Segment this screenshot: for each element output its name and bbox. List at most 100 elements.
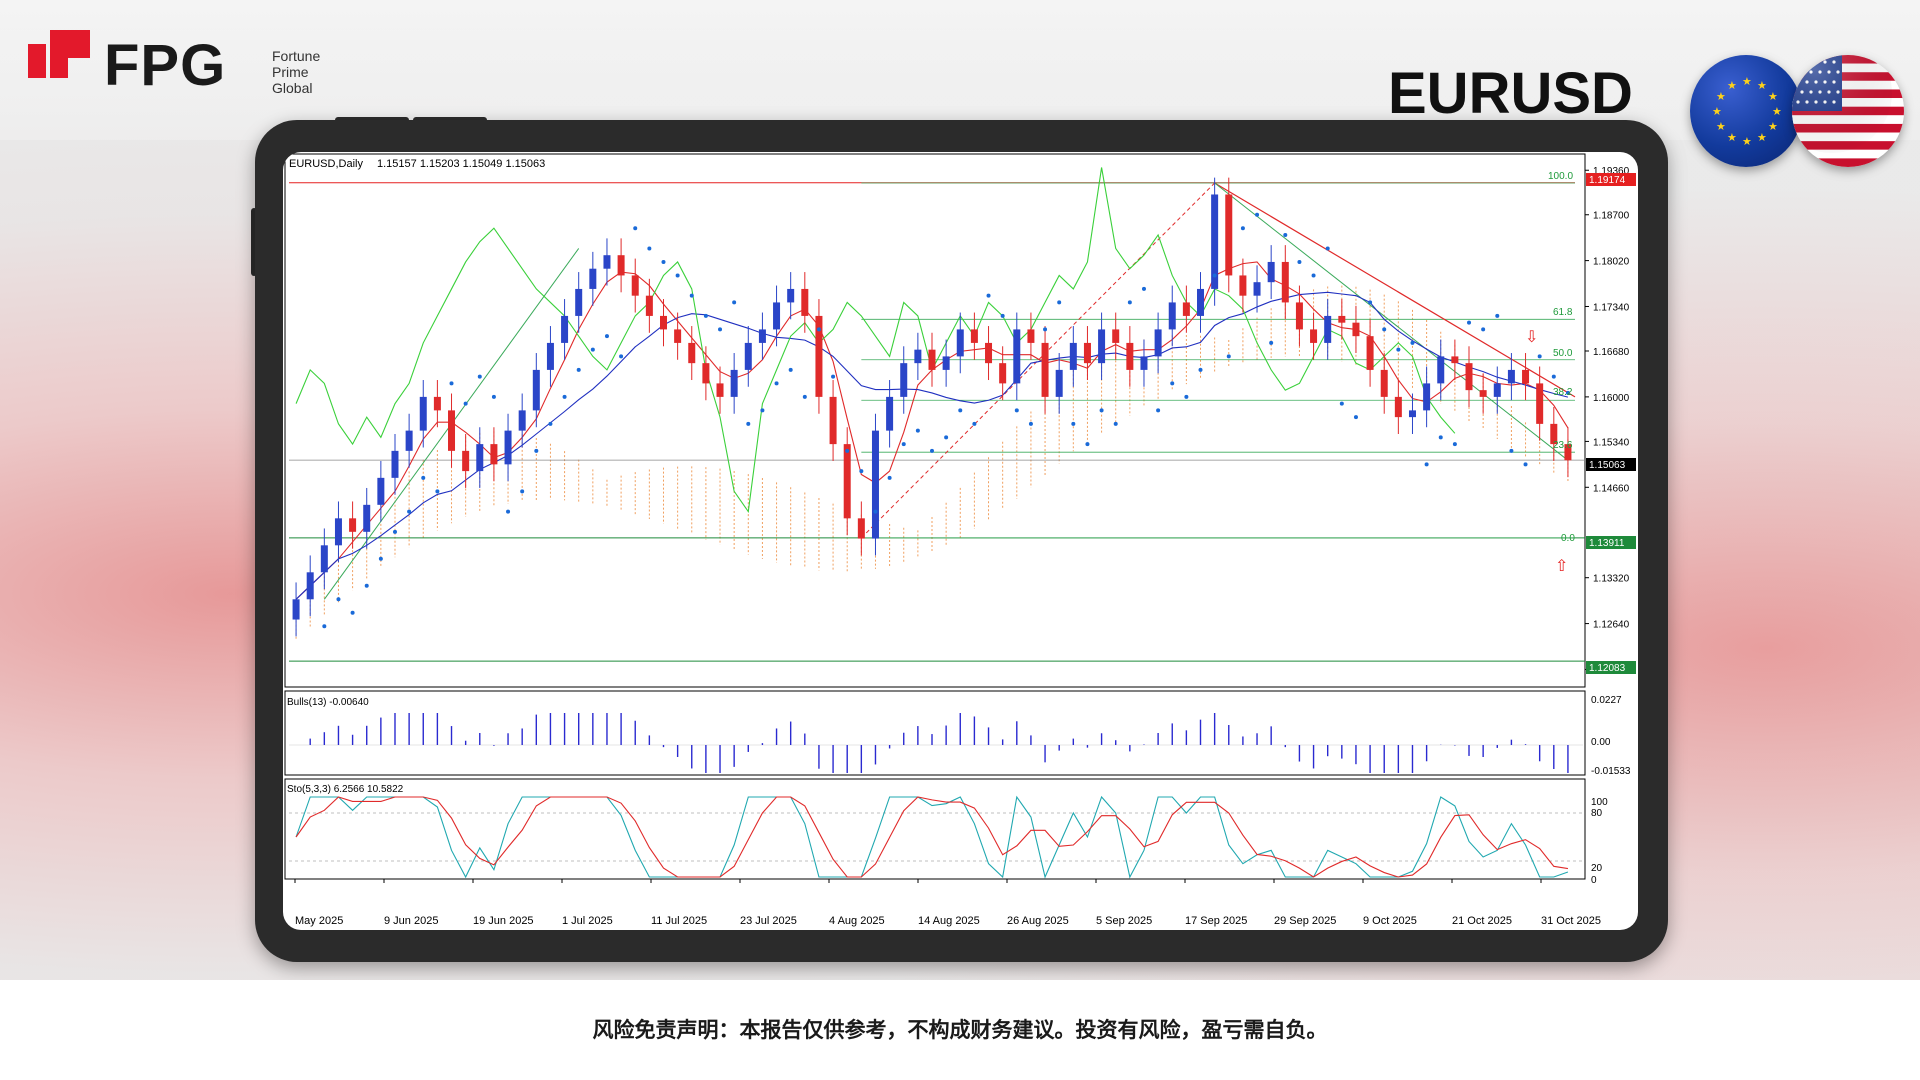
time-tick-label: 5 Sep 2025	[1096, 915, 1152, 927]
time-tick-label: 1 Jul 2025	[562, 915, 613, 927]
sar-dot	[859, 469, 864, 474]
bulls-tick: -0.01533	[1591, 766, 1631, 777]
stochastic-lines	[289, 795, 1583, 879]
candle-body	[1140, 356, 1148, 370]
time-tick-label: 4 Aug 2025	[829, 915, 885, 927]
eu-star-icon: ★	[1768, 91, 1778, 103]
candle-body	[448, 410, 456, 451]
candle-body	[292, 599, 300, 620]
candle-body	[1295, 302, 1303, 330]
sar-dot	[1240, 226, 1245, 231]
candle-body	[532, 369, 540, 411]
candle-body	[645, 295, 653, 316]
time-tick-label: 11 Jul 2025	[651, 915, 707, 927]
candle-body	[1366, 336, 1374, 370]
symbol-title: EURUSD	[1388, 61, 1633, 126]
sell-arrow-icon: ⇩	[1525, 329, 1538, 346]
chikou-line	[295, 167, 1456, 514]
candle-body	[702, 363, 710, 384]
fib-label: 100.0	[1548, 171, 1573, 182]
candle-body	[1182, 302, 1190, 316]
candle-body	[843, 444, 851, 519]
price-chart[interactable]: 1.19360 1.18700 1.18020 1.17340 1.16680 1.160…	[283, 152, 1638, 930]
sar-dot	[788, 367, 793, 372]
sar-dot	[407, 509, 412, 514]
price-tick-label: 1.16680	[1593, 347, 1630, 358]
sar-dot	[1141, 286, 1146, 291]
sar-dot	[1396, 347, 1401, 352]
sar-dot	[1424, 462, 1429, 467]
sar-dot	[1297, 259, 1302, 264]
tagline-line: Global	[272, 80, 313, 96]
sar-dot	[1127, 300, 1132, 305]
stoch-tick: 100	[1591, 797, 1608, 808]
candle-body	[871, 430, 879, 539]
sar-dot	[1184, 394, 1189, 399]
candle-body	[1281, 261, 1289, 303]
sar-dot	[958, 408, 963, 413]
candle-body	[476, 444, 484, 472]
sar-dot	[1269, 340, 1274, 345]
candle-body	[419, 396, 427, 431]
candle-body	[744, 342, 752, 370]
candle-body	[1451, 356, 1459, 364]
price-tick-label: 1.17340	[1593, 302, 1630, 313]
parabolic-sar	[322, 212, 1570, 629]
sar-dot	[435, 489, 440, 494]
candle-body	[1055, 369, 1063, 397]
sar-dot	[1043, 327, 1048, 332]
sar-dot	[661, 259, 666, 264]
price-tick-label: 1.19360	[1593, 166, 1630, 177]
sar-dot	[1438, 435, 1443, 440]
fib-label: 38.2	[1553, 387, 1573, 398]
fpg-logo-mark-icon	[28, 30, 90, 78]
candle-body	[1338, 315, 1346, 323]
candle-body	[1267, 261, 1275, 283]
candle-body	[1168, 302, 1176, 330]
sar-dot	[491, 394, 496, 399]
sar-dot	[1085, 442, 1090, 447]
candle-body	[1324, 315, 1332, 343]
eu-star-icon: ★	[1768, 121, 1778, 133]
sar-dot	[689, 293, 694, 298]
buy-arrow-icon: ⇧	[1555, 558, 1568, 575]
sar-dot	[1537, 354, 1542, 359]
fib-label: 50.0	[1553, 348, 1573, 359]
low-price-label: 1.12083	[1589, 663, 1626, 674]
candle-body	[561, 315, 569, 343]
time-tick-label: 21 Oct 2025	[1452, 915, 1512, 927]
sar-dot	[1071, 421, 1076, 426]
eu-star-icon: ★	[1716, 121, 1726, 133]
candle-body	[1154, 329, 1162, 357]
candle-body	[1465, 363, 1473, 391]
sar-dot	[619, 354, 624, 359]
price-tick-label: 1.14660	[1593, 483, 1630, 494]
sar-dot	[534, 448, 539, 453]
sar-dot	[1325, 246, 1330, 251]
sar-dot	[449, 381, 454, 386]
stoch-d-line	[295, 796, 1569, 878]
candle-body	[363, 504, 371, 532]
candle-body	[1394, 396, 1402, 418]
stoch-tick: 20	[1591, 863, 1603, 874]
sar-dot	[831, 374, 836, 379]
candle-body	[1310, 329, 1318, 343]
eu-star-icon: ★	[1727, 132, 1737, 144]
sar-dot	[1283, 232, 1288, 237]
chart-symbol: EURUSD,Daily	[289, 158, 363, 170]
candle-body	[349, 518, 357, 532]
stoch-tick: 0	[1591, 875, 1597, 886]
eu-star-icon: ★	[1772, 106, 1782, 118]
sar-dot	[1014, 408, 1019, 413]
candle-body	[1083, 342, 1091, 364]
candle-body	[956, 329, 964, 357]
tablet-side-button	[251, 208, 257, 276]
sar-dot	[463, 401, 468, 406]
support-price-label: 1.13911	[1589, 538, 1625, 549]
eu-star-icon: ★	[1757, 80, 1767, 92]
sar-dot	[1467, 320, 1472, 325]
sar-dot	[887, 475, 892, 480]
support-price-badge	[1586, 536, 1636, 549]
candle-body	[1507, 369, 1515, 384]
candle-body	[829, 396, 837, 445]
